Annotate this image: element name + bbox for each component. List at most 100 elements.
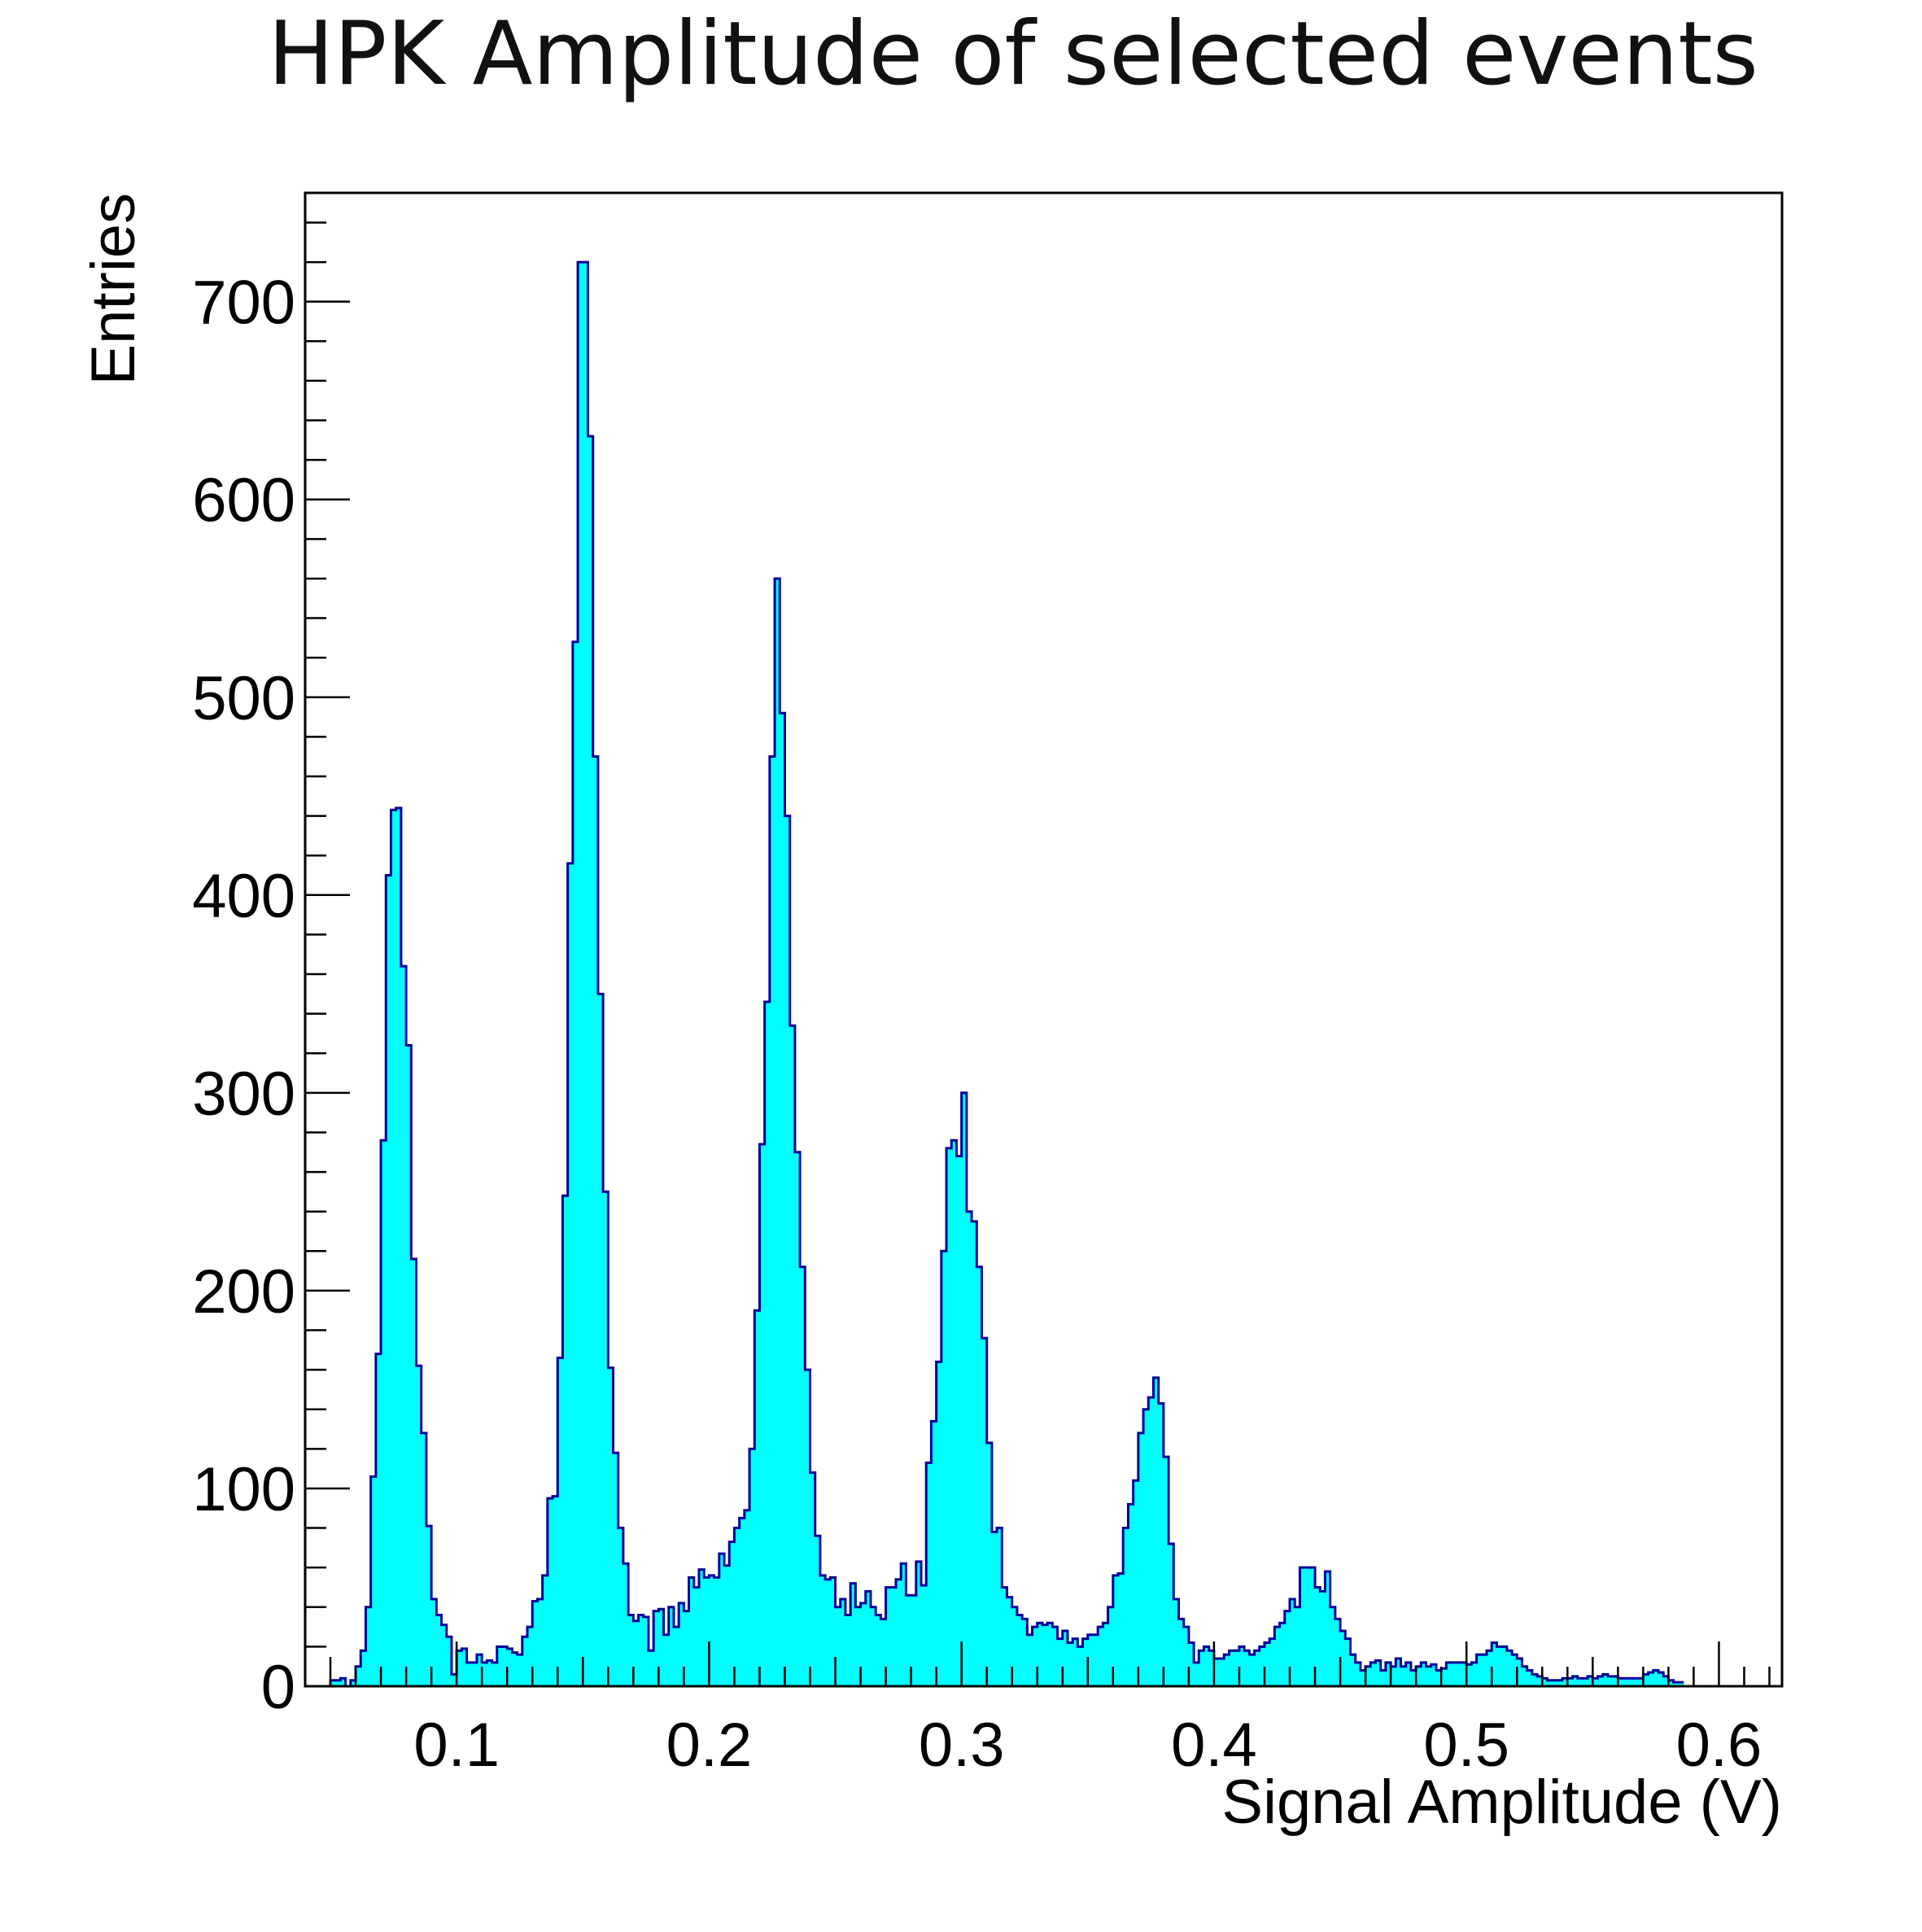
histogram-bin [1011, 1606, 1018, 1686]
histogram-bin [789, 1025, 796, 1686]
histogram-bin [592, 756, 599, 1687]
histogram-bin [340, 1678, 347, 1686]
histogram-bin [1334, 1619, 1341, 1686]
histogram-bin [890, 1587, 897, 1686]
histogram-bin [1254, 1650, 1260, 1686]
histogram-bin [921, 1585, 927, 1686]
histogram-bin [1309, 1567, 1316, 1686]
histogram-bin [1638, 1678, 1644, 1686]
y-tick-label: 400 [192, 862, 295, 931]
histogram-bin [1148, 1397, 1155, 1686]
histogram-bin [1632, 1678, 1639, 1686]
histogram-bin [603, 1191, 609, 1686]
histogram-bin [502, 1646, 508, 1686]
histogram-bin [496, 1646, 503, 1686]
histogram-bin [880, 1619, 887, 1686]
histogram-bin [1441, 1668, 1447, 1686]
histogram-bin [1042, 1624, 1048, 1686]
histogram-bin [1492, 1642, 1498, 1686]
histogram-bin [1446, 1662, 1452, 1686]
histogram-bin [1678, 1682, 1684, 1686]
histogram-bin [1592, 1678, 1599, 1686]
histogram-bin [456, 1650, 462, 1686]
histogram-bin [679, 1602, 684, 1686]
histogram-bin [1199, 1650, 1205, 1686]
histogram-bin [633, 1620, 640, 1686]
histogram-bin [794, 1152, 801, 1686]
histogram-bin [375, 1353, 382, 1686]
histogram-bin [507, 1648, 513, 1686]
histogram-bin [1643, 1674, 1649, 1686]
histogram-bin [668, 1606, 675, 1686]
histogram-bin [597, 994, 604, 1686]
histogram-bin [1032, 1627, 1038, 1686]
histogram-bin [1673, 1682, 1680, 1686]
histogram-bin [1264, 1642, 1270, 1686]
histogram-bin [583, 262, 589, 1686]
histogram-bin [1304, 1567, 1311, 1686]
histogram-bin [810, 1472, 816, 1686]
histogram-bin [1527, 1670, 1533, 1686]
histogram-bin [471, 1662, 478, 1686]
histogram-bin [562, 1195, 569, 1686]
histogram-bin [719, 1554, 725, 1686]
histogram-bin [370, 1476, 377, 1686]
histogram-bin [1168, 1544, 1174, 1686]
histogram-bin [416, 1366, 422, 1686]
histogram-bin [1123, 1528, 1129, 1686]
histogram-bin [1400, 1666, 1407, 1686]
histogram-bin [800, 1266, 806, 1686]
histogram-bin [648, 1650, 654, 1686]
histogram-bin [1002, 1587, 1008, 1686]
histogram-bin [769, 756, 775, 1687]
histogram-bin [1370, 1662, 1377, 1686]
histogram-bin [1572, 1676, 1579, 1686]
histogram-bin [431, 1599, 437, 1686]
histogram-bin [693, 1587, 700, 1686]
histogram-bin [1360, 1670, 1366, 1686]
histogram-bin [491, 1662, 498, 1686]
histogram-bin [1602, 1674, 1609, 1686]
histogram-bin [1421, 1662, 1427, 1686]
histogram-bin [1512, 1654, 1518, 1686]
histogram-bin [451, 1674, 457, 1686]
histogram-bin [840, 1599, 846, 1686]
histogram-bin [961, 1092, 968, 1686]
histogram-bin [865, 1591, 871, 1686]
histogram-bin [784, 815, 791, 1686]
histogram-bin [734, 1528, 740, 1686]
histogram-bin [1562, 1678, 1568, 1686]
histogram-bin [1022, 1619, 1028, 1686]
histogram-bin [461, 1648, 468, 1686]
histogram-bin [1249, 1654, 1256, 1686]
histogram-bin [946, 1147, 952, 1686]
histogram-bin [1178, 1619, 1185, 1686]
histogram-bin [926, 1462, 933, 1686]
histogram-bin [764, 1002, 771, 1686]
histogram-bin [1188, 1642, 1195, 1686]
x-axis: 0.1 0.2 0.3 0.4 0.5 0.6 [304, 1641, 1771, 1780]
histogram-bin [1487, 1650, 1492, 1686]
histogram-bin [991, 1532, 998, 1686]
histogram-bin [446, 1637, 452, 1686]
y-tick-label: 200 [192, 1257, 295, 1327]
histogram-bin [1461, 1662, 1467, 1686]
histogram-bin [759, 1144, 766, 1686]
histogram-bin [744, 1510, 750, 1686]
histogram-bin [1213, 1658, 1220, 1686]
histogram-bin [754, 1310, 761, 1686]
histogram-bin [1506, 1650, 1513, 1686]
histogram-bin [739, 1518, 745, 1686]
histogram-bin [1365, 1666, 1371, 1686]
histogram-bin [1385, 1662, 1391, 1686]
histogram-bin [1082, 1638, 1089, 1686]
histogram-bin [805, 1370, 811, 1686]
histogram-bin [1103, 1623, 1109, 1686]
histogram-bin [553, 1496, 558, 1686]
histogram-bin [1537, 1676, 1543, 1686]
histogram-bin [1037, 1623, 1043, 1686]
histogram-bin [1547, 1680, 1553, 1686]
plot-frame [304, 191, 1784, 1688]
histogram-bin [1259, 1646, 1265, 1686]
